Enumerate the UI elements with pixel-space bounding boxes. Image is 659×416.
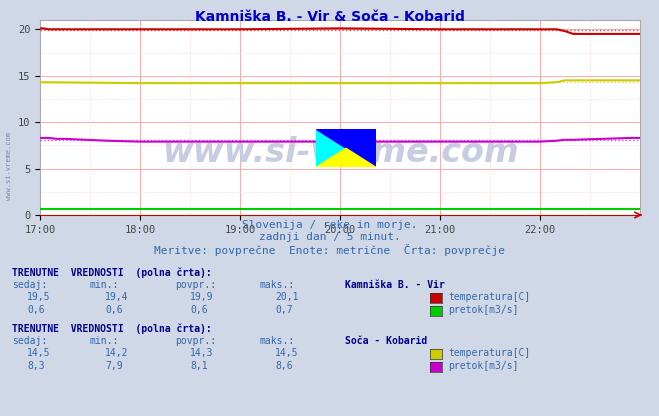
Text: 0,7: 0,7 (275, 305, 293, 315)
Polygon shape (316, 129, 376, 167)
Text: www.si-vreme.com: www.si-vreme.com (5, 132, 12, 201)
Text: Meritve: povprečne  Enote: metrične  Črta: povprečje: Meritve: povprečne Enote: metrične Črta:… (154, 244, 505, 256)
Text: sedaj:: sedaj: (12, 280, 47, 290)
Polygon shape (316, 149, 376, 167)
Text: pretok[m3/s]: pretok[m3/s] (448, 361, 519, 371)
Text: povpr.:: povpr.: (175, 336, 216, 346)
Text: Soča - Kobarid: Soča - Kobarid (345, 336, 427, 346)
Text: 8,3: 8,3 (27, 361, 45, 371)
Text: 0,6: 0,6 (105, 305, 123, 315)
Text: min.:: min.: (90, 336, 119, 346)
Text: 0,6: 0,6 (27, 305, 45, 315)
Text: 0,6: 0,6 (190, 305, 208, 315)
Text: povpr.:: povpr.: (175, 280, 216, 290)
Text: 14,5: 14,5 (27, 348, 51, 358)
Polygon shape (316, 129, 376, 167)
Text: temperatura[C]: temperatura[C] (448, 348, 530, 358)
Text: zadnji dan / 5 minut.: zadnji dan / 5 minut. (258, 232, 401, 242)
Text: sedaj:: sedaj: (12, 336, 47, 346)
Text: Kamniška B. - Vir: Kamniška B. - Vir (345, 280, 445, 290)
Text: 14,2: 14,2 (105, 348, 129, 358)
Text: temperatura[C]: temperatura[C] (448, 292, 530, 302)
Text: 14,3: 14,3 (190, 348, 214, 358)
Text: Slovenija / reke in morje.: Slovenija / reke in morje. (242, 220, 417, 230)
Text: 19,4: 19,4 (105, 292, 129, 302)
Text: 20,1: 20,1 (275, 292, 299, 302)
Text: min.:: min.: (90, 280, 119, 290)
Text: 14,5: 14,5 (275, 348, 299, 358)
Text: www.si-vreme.com: www.si-vreme.com (161, 136, 519, 169)
Text: maks.:: maks.: (260, 280, 295, 290)
Text: 19,5: 19,5 (27, 292, 51, 302)
Text: Kamniška B. - Vir & Soča - Kobarid: Kamniška B. - Vir & Soča - Kobarid (194, 10, 465, 24)
Text: maks.:: maks.: (260, 336, 295, 346)
Text: 8,1: 8,1 (190, 361, 208, 371)
Text: TRENUTNE  VREDNOSTI  (polna črta):: TRENUTNE VREDNOSTI (polna črta): (12, 267, 212, 277)
Text: TRENUTNE  VREDNOSTI  (polna črta):: TRENUTNE VREDNOSTI (polna črta): (12, 323, 212, 334)
Text: 8,6: 8,6 (275, 361, 293, 371)
Text: 7,9: 7,9 (105, 361, 123, 371)
Text: pretok[m3/s]: pretok[m3/s] (448, 305, 519, 315)
Text: 19,9: 19,9 (190, 292, 214, 302)
